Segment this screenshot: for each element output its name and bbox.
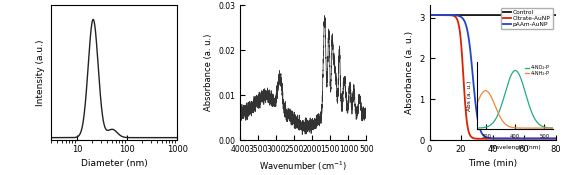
Y-axis label: Absorbance (a. u.): Absorbance (a. u.) — [405, 31, 414, 114]
Legend: Control, Citrate-AuNP, pAAm-AuNP: Control, Citrate-AuNP, pAAm-AuNP — [501, 8, 553, 29]
X-axis label: Time (min): Time (min) — [468, 159, 517, 168]
X-axis label: Wavenumber (cm$^{-1}$): Wavenumber (cm$^{-1}$) — [259, 159, 348, 173]
Y-axis label: Absorbance (a. u.): Absorbance (a. u.) — [204, 34, 213, 111]
X-axis label: Diameter (nm): Diameter (nm) — [81, 159, 147, 168]
Y-axis label: Intensity (a.u.): Intensity (a.u.) — [36, 39, 45, 106]
